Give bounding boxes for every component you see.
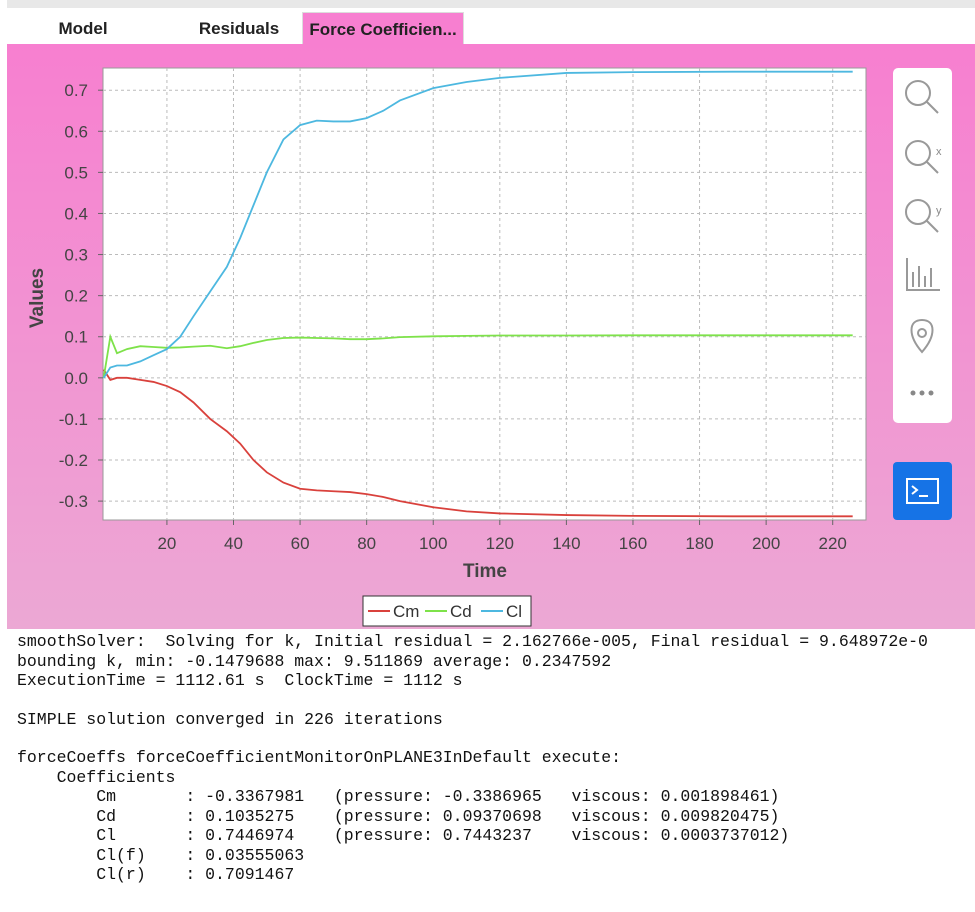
y-tick-label: -0.2 — [59, 451, 88, 470]
x-tick-label: 200 — [752, 534, 780, 553]
legend-label: Cd — [450, 602, 472, 621]
toolbar-panel — [893, 68, 952, 423]
y-tick-label: 0.3 — [64, 246, 88, 265]
x-tick-label: 180 — [685, 534, 713, 553]
x-tick-label: 160 — [619, 534, 647, 553]
console-line: forceCoeffs forceCoefficientMonitorOnPLA… — [17, 748, 621, 767]
console-line: Cl(r) : 0.7091467 — [17, 865, 295, 884]
zoom-y-icon[interactable] — [905, 199, 931, 225]
console-line: bounding k, min: -0.1479688 max: 9.51186… — [17, 651, 612, 671]
series-line — [102, 369, 853, 518]
console-output: smoothSolver: Solving for k, Initial res… — [17, 632, 967, 912]
legend: Cm Cd Cl — [362, 595, 532, 627]
y-tick-label: 0.7 — [64, 81, 88, 100]
console-line: SIMPLE solution converged in 226 iterati… — [17, 709, 443, 729]
x-tick-label: 100 — [419, 534, 447, 553]
x-tick-label: 60 — [291, 534, 310, 553]
legend-label: Cl — [506, 602, 522, 621]
plot-area — [102, 67, 867, 521]
chart-panel: -0.3 -0.2 -0.1 0.0 0.1 0.2 0.3 0.4 0.5 0.6 0.7 20 40… — [7, 44, 975, 629]
series-line — [102, 70, 853, 379]
console-block: smoothSolver: Solving for k, Initial res… — [17, 632, 967, 691]
y-tick-label: 0.0 — [64, 369, 88, 388]
x-tick-label: 140 — [552, 534, 580, 553]
y-tick-label: 0.1 — [64, 328, 88, 347]
y-tick-label: 0.5 — [64, 163, 88, 182]
y-tick-label: -0.3 — [59, 492, 88, 511]
x-tick-label: 80 — [357, 534, 376, 553]
console-line: Coefficients — [17, 767, 176, 787]
console-block: SIMPLE solution converged in 226 iterati… — [17, 710, 967, 730]
x-tick-label: 20 — [157, 534, 176, 553]
terminal-button[interactable] — [893, 462, 952, 520]
tab[interactable]: Residuals — [198, 19, 280, 38]
console-line: Cl(f) : 0.03555063 — [17, 845, 305, 865]
console-block: forceCoeffs forceCoefficientMonitorOnPLA… — [17, 748, 967, 885]
toolbar: x y — [893, 68, 952, 423]
console-line: Cl : 0.7446974 (pressure: 0.7443237 visc… — [17, 826, 790, 845]
svg-text:x: x — [936, 146, 942, 158]
y-tick-label: 0.4 — [64, 204, 88, 223]
tab[interactable]: Model — [58, 19, 108, 38]
chart-type-icon[interactable] — [906, 258, 940, 291]
chart: -0.3 -0.2 -0.1 0.0 0.1 0.2 0.3 0.4 0.5 0.6 0.7 20 40… — [27, 67, 952, 627]
x-tick-label: 120 — [486, 534, 514, 553]
console-line: smoothSolver: Solving for k, Initial res… — [17, 632, 928, 651]
zoom-icon[interactable] — [905, 80, 931, 106]
tab-bar: Model Residuals Force Coefficien... — [7, 0, 975, 49]
zoom-x-icon[interactable] — [905, 140, 931, 166]
plot: -0.3 -0.2 -0.1 0.0 0.1 0.2 0.3 0.4 0.5 0.6 0.7 20 40… — [27, 68, 866, 627]
y-tick-label: 0.6 — [64, 122, 88, 141]
svg-text:y: y — [936, 205, 942, 217]
series-line — [102, 333, 853, 378]
y-axis-label: Values — [27, 268, 48, 328]
console-line: Cd : 0.1035275 (pressure: 0.09370698 vis… — [17, 806, 780, 826]
x-tick-label: 40 — [224, 534, 243, 553]
console-line: Cm : -0.3367981 (pressure: -0.3386965 vi… — [17, 787, 780, 806]
x-tick-label: 220 — [819, 534, 847, 553]
y-tick-label: 0.2 — [64, 287, 88, 306]
console-line: ExecutionTime = 1112.61 s ClockTime = 11… — [17, 671, 463, 690]
tab[interactable]: Force Coefficien... — [302, 12, 464, 49]
y-tick-label: -0.1 — [59, 410, 88, 429]
x-axis-label: Time — [463, 561, 507, 582]
marker-icon[interactable] — [910, 318, 934, 354]
legend-label: Cm — [393, 602, 419, 621]
